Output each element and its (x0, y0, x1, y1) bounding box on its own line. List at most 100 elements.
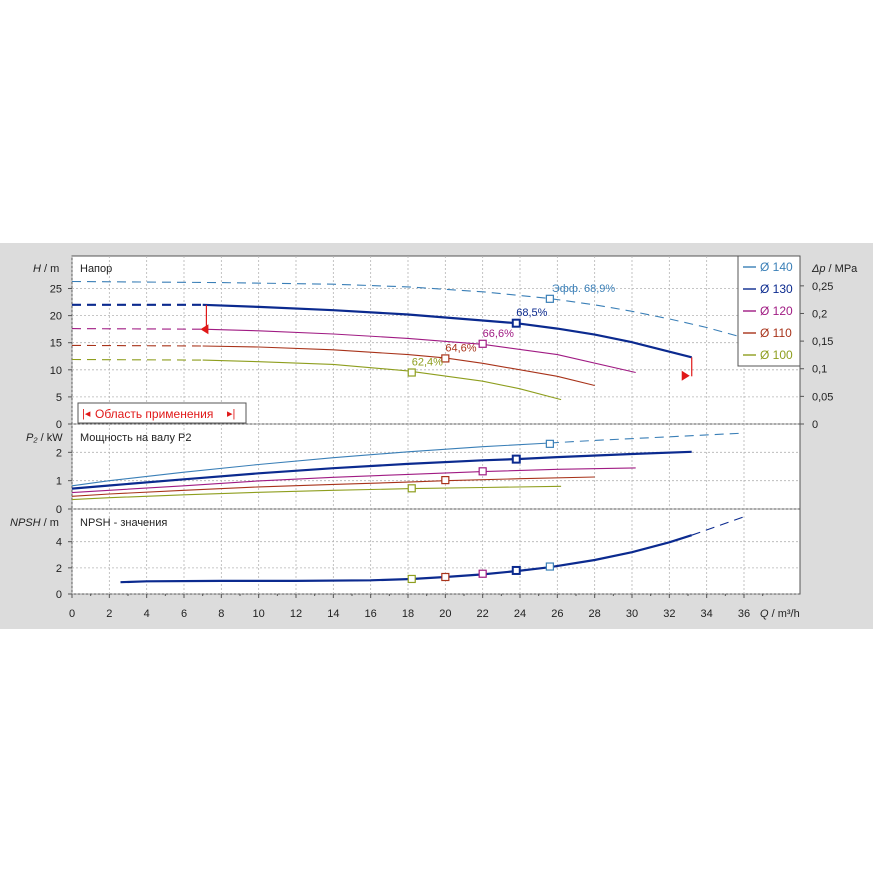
x-tick-26: 26 (551, 608, 563, 620)
power-marker-d140 (545, 439, 554, 448)
pressure-axis-var: Δp (811, 263, 826, 275)
head-bep-label-d140: Эфф. 68,9% (552, 283, 616, 295)
npsh-panel-title: NPSH - значения (80, 517, 167, 529)
pressure-tick-1: 0,05 (812, 391, 833, 403)
power-marker-d120 (478, 467, 487, 476)
power-y-tick-2: 2 (56, 447, 62, 459)
x-tick-10: 10 (253, 608, 265, 620)
head-panel-title: Напор (80, 263, 112, 275)
npsh-marker-d130 (511, 565, 521, 575)
head-bep-marker-d120 (478, 339, 487, 348)
head-curve-dashed-d120 (71, 328, 203, 330)
power-curve-d120 (71, 467, 636, 494)
application-range-left-icon: |◂ (82, 408, 91, 420)
legend-label-d130: Ø 130 (760, 282, 793, 296)
npsh-y-tick-2: 2 (56, 563, 62, 575)
x-tick-14: 14 (327, 608, 339, 620)
flow-axis-var: Q (760, 608, 769, 620)
power-marker-d110 (441, 476, 450, 485)
power-curve-d140 (71, 442, 550, 487)
x-tick-18: 18 (402, 608, 414, 620)
grid (71, 256, 800, 595)
x-tick-30: 30 (626, 608, 638, 620)
head-bep-label-d120: 66,6% (483, 328, 514, 340)
head-axis-var: H (33, 263, 41, 275)
head-y-tick-10: 10 (50, 365, 62, 377)
npsh-marker-d120 (478, 569, 487, 578)
head-curve-dashed-d100 (71, 358, 203, 361)
power-axis-unit: / kW (38, 432, 64, 444)
head-y-tick-25: 25 (50, 284, 62, 296)
power-y-tick-1: 1 (56, 476, 62, 488)
head-axis-label: H / m (33, 263, 59, 275)
head-panel (71, 255, 801, 425)
x-tick-36: 36 (738, 608, 750, 620)
power-curve-tail-d140 (549, 432, 745, 444)
range-max-arrow-icon (681, 370, 690, 381)
application-range-right-icon: ▸| (227, 408, 235, 420)
npsh-marker-d110 (441, 572, 450, 582)
legend: Ø 140 Ø 130 Ø 120 Ø 110 Ø 100 (737, 255, 801, 367)
x-tick-24: 24 (514, 608, 526, 620)
application-range-box: |◂ Область применения ▸| (77, 402, 247, 424)
power-panel-title: Мощность на валу P2 (80, 432, 192, 444)
power-curve-d110 (71, 476, 595, 497)
legend-label-d110: Ø 110 (760, 326, 792, 340)
x-tick-8: 8 (218, 608, 224, 620)
x-tick-0: 0 (69, 608, 75, 620)
head-bep-marker-d130 (511, 318, 521, 328)
head-bep-marker-d100 (407, 368, 416, 377)
legend-label-d100: Ø 100 (760, 348, 793, 362)
pressure-tick-5: 0,25 (812, 281, 833, 293)
application-range-frame (77, 402, 247, 424)
npsh-axis-label: NPSH / m (10, 517, 59, 529)
npsh-curve-tail-d130 (691, 516, 745, 536)
power-axis-label: P₂ / kW (26, 432, 63, 444)
tick-labels: 0 2 4 6 8 10 12 14 16 18 20 22 24 26 28 30 32 34 360510152… (50, 281, 834, 620)
x-tick-32: 32 (663, 608, 675, 620)
head-bep-marker-d140 (545, 294, 554, 303)
power-marker-d130 (511, 454, 521, 464)
pressure-tick-2: 0,1 (812, 364, 827, 376)
head-curve-dashed-d110 (71, 344, 203, 347)
npsh-axis-var: NPSH (10, 517, 41, 529)
x-tick-22: 22 (477, 608, 489, 620)
x-tick-20: 20 (439, 608, 451, 620)
x-tick-2: 2 (106, 608, 112, 620)
markers: Эфф. 68,9% 68,5%66,6% 64,6%62,4% (200, 283, 693, 584)
pressure-tick-3: 0,15 (812, 336, 833, 348)
power-y-tick-0: 0 (56, 504, 62, 516)
head-y-tick-5: 5 (56, 392, 62, 404)
head-curve-d120 (202, 328, 636, 374)
head-curve-d110 (202, 345, 595, 387)
pressure-axis-unit: / MPa (826, 263, 859, 275)
head-curve-d130 (202, 303, 692, 359)
power-curve-d100 (71, 485, 562, 501)
range-min-arrow-icon (200, 324, 209, 335)
x-tick-6: 6 (181, 608, 187, 620)
flow-axis-unit: / m³/h (769, 608, 800, 620)
pressure-axis-label: Δp / MPa (811, 263, 858, 275)
power-axis-var: P₂ (26, 432, 38, 444)
npsh-curve-d130 (120, 534, 693, 584)
flow-axis-label: Q / m³/h (760, 608, 800, 620)
head-axis-unit: / m (41, 263, 59, 275)
x-tick-16: 16 (365, 608, 377, 620)
head-bep-label-d110: 64,6% (445, 342, 476, 354)
head-bep-label-d130: 68,5% (516, 307, 547, 319)
head-y-tick-20: 20 (50, 311, 62, 323)
npsh-axis-unit: / m (41, 517, 59, 529)
head-y-tick-0: 0 (56, 419, 62, 431)
x-tick-12: 12 (290, 608, 302, 620)
pressure-tick-0: 0 (812, 419, 818, 431)
npsh-marker-d100 (407, 574, 416, 584)
legend-label-d140: Ø 140 (760, 260, 793, 274)
npsh-marker-d140 (545, 562, 554, 571)
npsh-y-tick-0: 0 (56, 589, 62, 601)
x-tick-34: 34 (701, 608, 713, 620)
npsh-y-tick-4: 4 (56, 537, 62, 549)
x-tick-28: 28 (589, 608, 601, 620)
x-tick-4: 4 (144, 608, 150, 620)
